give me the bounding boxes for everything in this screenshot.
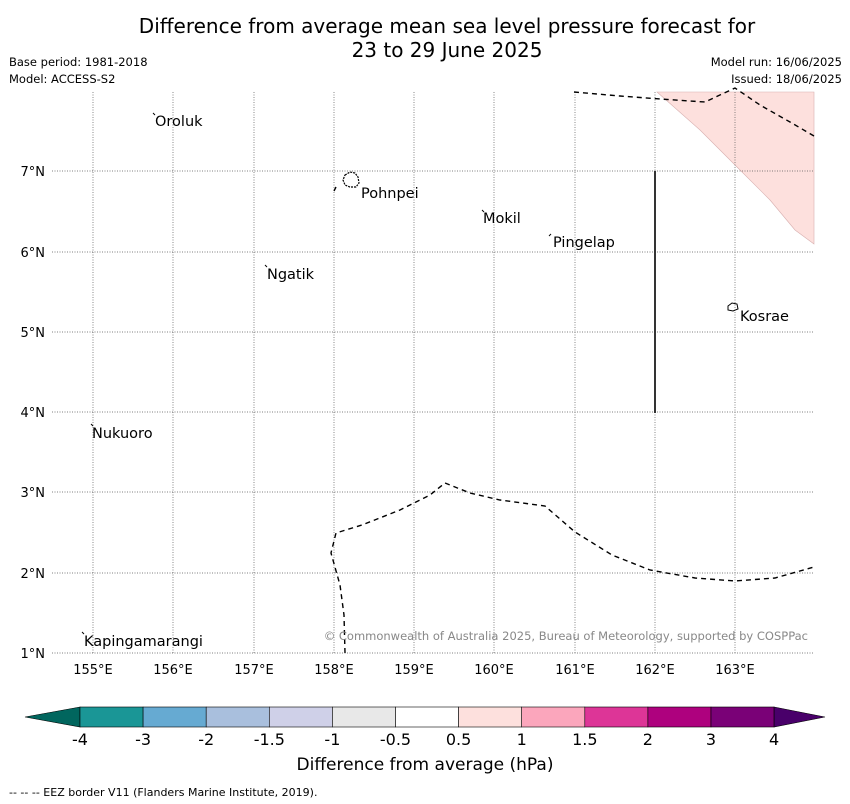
colorbar-tick-label: -1.5	[253, 730, 285, 749]
title-line-1: Difference from average mean sea level p…	[138, 14, 756, 38]
colorbar-tick-label: 3	[705, 730, 717, 749]
colorbar	[24, 706, 826, 728]
lat-label-7n: 7°N	[21, 165, 46, 180]
chart-title: Difference from average mean sea level p…	[0, 14, 850, 62]
lon-label-160e: 160°E	[474, 663, 514, 678]
model-label: Model: ACCESS-S2	[9, 72, 116, 86]
colorbar-segment	[458, 706, 523, 728]
base-period-label: Base period: 1981-2018	[9, 55, 148, 69]
issued-label: Issued: 18/06/2025	[731, 72, 842, 86]
positive-anomaly-shading	[656, 91, 815, 245]
place-label-ngatik: Ngatik	[267, 267, 315, 283]
colorbar-title: Difference from average (hPa)	[296, 755, 554, 775]
colorbar-segment	[395, 706, 459, 728]
place-label-kosrae: Kosrae	[740, 309, 789, 325]
colorbar-segment	[332, 706, 396, 728]
colorbar-tick-label: -4	[72, 730, 88, 749]
colorbar-tick-label: -3	[135, 730, 152, 749]
lat-label-4n: 4°N	[21, 406, 46, 421]
meta-left: Base period: 1981-2018 Model: ACCESS-S2	[9, 54, 148, 88]
colorbar-tick-label: 0.5	[445, 730, 472, 749]
atoll-marks	[81, 112, 552, 635]
colorbar-segment	[205, 706, 270, 728]
colorbar-tick-label: -1	[324, 730, 341, 749]
pohnpei-island-outline	[342, 171, 360, 188]
eez-border-south	[330, 482, 815, 654]
colorbar-tick-label: 2	[642, 730, 653, 749]
title-line-2: 23 to 29 June 2025	[351, 38, 543, 62]
colorbar-tick-labels: -4 -3 -2 -1.5 -1 -0.5 0.5 1 1.5 2 3 4	[0, 730, 850, 750]
lon-label-158e: 158°E	[314, 663, 354, 678]
colorbar-over-arrow	[773, 706, 826, 728]
eez-border-north	[573, 87, 815, 137]
model-run-label: Model run: 16/06/2025	[710, 55, 842, 69]
colorbar-under-arrow	[24, 706, 81, 728]
colorbar-tick-label: -2	[198, 730, 215, 749]
colorbar-segment	[710, 706, 775, 728]
eez-borders	[330, 87, 815, 654]
gridlines	[52, 92, 814, 654]
kosrae-island-outline	[727, 302, 739, 312]
lat-label-1n: 1°N	[21, 647, 46, 662]
lon-label-156e: 156°E	[153, 663, 193, 678]
colorbar-tick-label: 1.5	[572, 730, 598, 749]
lon-label-157e: 157°E	[234, 663, 274, 678]
place-label-pingelap: Pingelap	[553, 235, 615, 251]
copyright-notice: © Commonwealth of Australia 2025, Bureau…	[324, 629, 808, 643]
colorbar-tick-label: 4	[769, 730, 780, 749]
lon-label-159e: 159°E	[394, 663, 434, 678]
colorbar-tick-label: -0.5	[379, 730, 412, 749]
lat-label-2n: 2°N	[21, 567, 46, 582]
place-label-nukuoro: Nukuoro	[92, 426, 153, 442]
place-label-oroluk: Oroluk	[155, 114, 203, 130]
colorbar-segment	[647, 706, 712, 728]
colorbar-segment	[268, 706, 333, 728]
colorbar-tick-label: 1	[516, 730, 527, 749]
eez-border-pohnpei-fragment	[333, 186, 337, 192]
meta-right: Model run: 16/06/2025 Issued: 18/06/2025	[711, 54, 842, 88]
lat-label-3n: 3°N	[21, 486, 46, 501]
place-label-pohnpei: Pohnpei	[361, 186, 419, 202]
lat-label-6n: 6°N	[21, 246, 46, 261]
eez-footnote: -- -- -- EEZ border V11 (Flanders Marine…	[9, 786, 318, 799]
colorbar-segment	[142, 706, 207, 728]
lon-label-162e: 162°E	[635, 663, 675, 678]
lon-label-161e: 161°E	[555, 663, 595, 678]
colorbar-segment	[79, 706, 144, 728]
colorbar-segment	[584, 706, 649, 728]
lat-label-5n: 5°N	[21, 326, 46, 341]
lon-label-163e: 163°E	[715, 663, 755, 678]
colorbar-segment	[521, 706, 586, 728]
place-label-kapingamarangi: Kapingamarangi	[84, 634, 203, 650]
lon-label-155e: 155°E	[73, 663, 113, 678]
place-label-mokil: Mokil	[483, 211, 521, 227]
